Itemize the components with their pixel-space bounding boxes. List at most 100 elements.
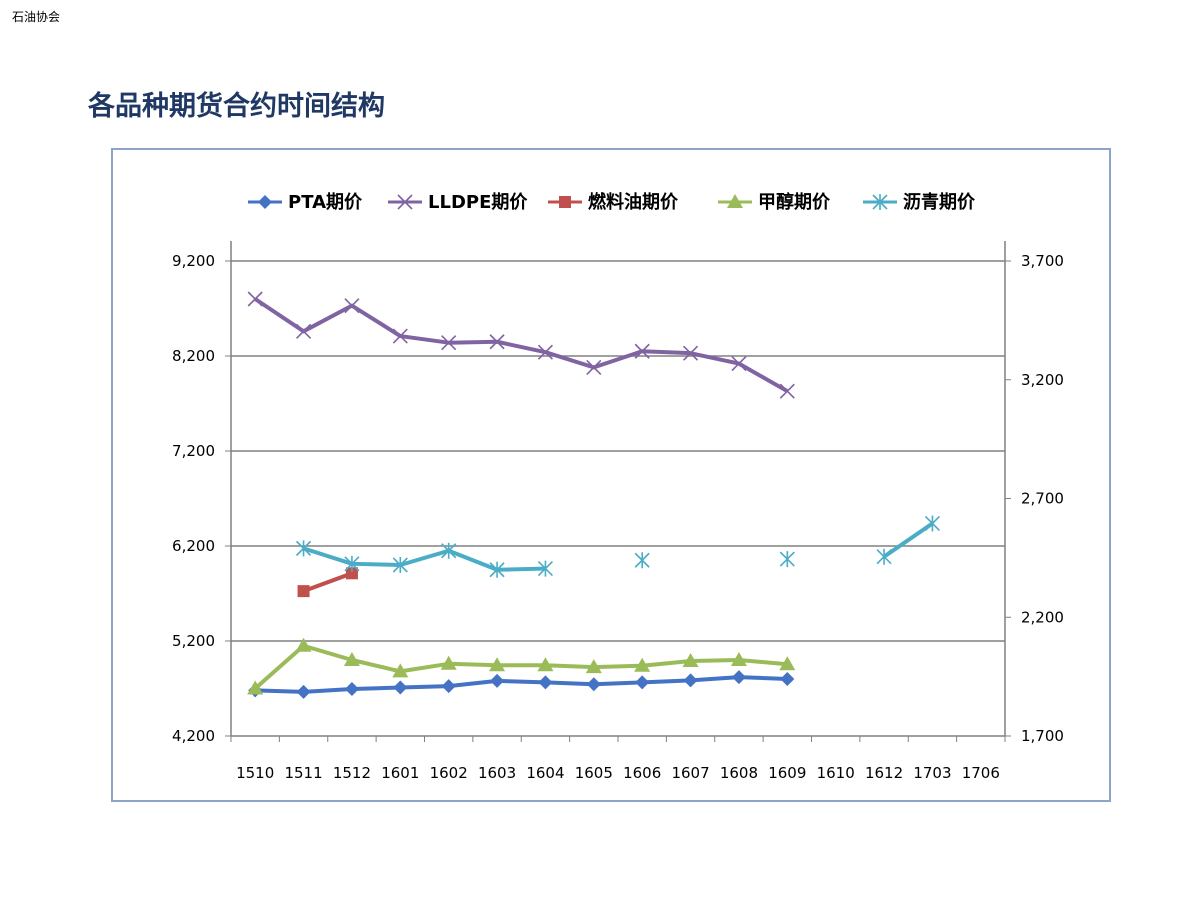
legend-item: LLDPE期价	[388, 192, 528, 213]
x-tick-label: 1703	[913, 764, 951, 782]
series-2	[297, 567, 358, 598]
x-tick-label: 1608	[720, 764, 758, 782]
legend-item: 甲醇期价	[718, 191, 831, 213]
legend-label: 沥青期价	[903, 192, 976, 213]
data-point-diamond	[258, 195, 272, 209]
data-point-square	[297, 585, 310, 598]
series-4	[295, 515, 941, 578]
data-point-triangle	[585, 659, 602, 674]
legend-label: 燃料油期价	[588, 191, 679, 213]
data-point-triangle	[392, 663, 409, 678]
series-0	[248, 670, 795, 699]
x-tick-label: 1511	[284, 764, 322, 782]
y-left-tick-label: 4,200	[172, 727, 215, 745]
data-point-x	[295, 323, 312, 339]
y-left-tick-label: 8,200	[172, 347, 215, 365]
organization-label: 石油协会	[12, 10, 61, 24]
data-point-triangle	[537, 657, 554, 672]
data-point-triangle	[343, 652, 360, 666]
legend-item: 燃料油期价	[548, 191, 679, 213]
data-point-diamond	[780, 672, 795, 686]
legend-item: 沥青期价	[863, 192, 976, 213]
data-point-triangle	[440, 655, 457, 670]
data-point-x	[397, 194, 413, 210]
data-point-asterisk	[441, 542, 457, 559]
data-point-asterisk	[876, 548, 892, 565]
data-point-triangle	[489, 657, 506, 672]
y-left-tick-label: 7,200	[172, 442, 215, 460]
y-right-tick-label: 3,700	[1021, 252, 1064, 270]
data-point-asterisk	[779, 551, 795, 568]
data-point-triangle	[727, 194, 743, 208]
x-tick-label: 1604	[526, 764, 564, 782]
legend-label: PTA期价	[288, 192, 363, 213]
y-left-tick-label: 9,200	[172, 252, 215, 270]
x-tick-label: 1607	[671, 764, 709, 782]
x-tick-label: 1603	[478, 764, 516, 782]
data-point-triangle	[295, 637, 312, 652]
series-line	[255, 675, 788, 694]
data-point-triangle	[730, 652, 747, 666]
data-point-triangle	[247, 680, 264, 695]
series-line	[302, 571, 353, 594]
data-point-x	[344, 298, 360, 314]
legend-item: PTA期价	[248, 192, 363, 213]
series-line	[302, 546, 546, 572]
data-point-x	[731, 356, 747, 372]
data-point-diamond	[586, 677, 601, 692]
x-tick-label: 1602	[430, 764, 468, 782]
y-right-tick-label: 2,700	[1021, 490, 1064, 508]
data-point-x	[441, 335, 457, 351]
data-point-asterisk	[634, 552, 650, 569]
series-line	[254, 297, 789, 393]
data-point-x	[247, 291, 263, 307]
data-point-x	[634, 343, 650, 359]
data-point-diamond	[296, 684, 311, 699]
data-point-square	[559, 196, 571, 208]
chart-frame: 4,200 5,200 6,200 7,200 8,200 9,200 1,700 2,200…	[111, 148, 1111, 802]
y-right-tick-label: 3,200	[1021, 371, 1064, 389]
data-point-asterisk	[392, 557, 408, 573]
data-point-triangle	[779, 656, 796, 671]
data-point-asterisk	[295, 540, 312, 557]
x-tick-label: 1512	[333, 764, 371, 782]
data-point-asterisk	[924, 515, 941, 532]
data-point-x	[392, 328, 408, 344]
data-point-asterisk	[537, 560, 554, 577]
x-tick-label: 1612	[865, 764, 903, 782]
x-tick-label: 1601	[381, 764, 419, 782]
futures-term-structure-chart: 4,200 5,200 6,200 7,200 8,200 9,200 1,700 2,200…	[172, 191, 1064, 782]
x-tick-label: 1706	[962, 764, 1000, 782]
data-point-x	[489, 334, 505, 350]
y-left-tick-label: 6,200	[172, 537, 215, 555]
series-1	[247, 291, 795, 399]
data-point-diamond	[683, 673, 698, 688]
data-point-asterisk	[344, 555, 360, 572]
series-line	[253, 643, 788, 690]
data-point-diamond	[393, 680, 408, 695]
data-point-square	[345, 567, 358, 580]
data-point-diamond	[731, 670, 746, 685]
data-point-x	[537, 344, 554, 360]
data-point-diamond	[635, 675, 650, 690]
data-point-triangle	[634, 657, 651, 672]
data-point-x	[779, 383, 795, 399]
page-title: 各品种期货合约时间结构	[88, 91, 385, 122]
data-point-diamond	[538, 675, 553, 690]
series-line	[882, 521, 934, 559]
y-left-tick-label: 5,200	[172, 632, 215, 650]
data-point-diamond	[490, 673, 505, 688]
x-tick-label: 1606	[623, 764, 661, 782]
data-point-x	[586, 359, 602, 375]
data-point-triangle	[682, 652, 699, 667]
y-right-tick-label: 1,700	[1021, 727, 1064, 745]
data-point-x	[682, 345, 699, 361]
x-tick-label: 1610	[817, 764, 855, 782]
data-point-asterisk	[489, 561, 505, 578]
data-point-diamond	[344, 681, 359, 696]
data-point-asterisk	[872, 194, 888, 210]
y-right-tick-label: 2,200	[1021, 608, 1064, 626]
x-tick-label: 1609	[768, 764, 806, 782]
series-3	[247, 637, 796, 695]
x-tick-label: 1510	[236, 764, 274, 782]
